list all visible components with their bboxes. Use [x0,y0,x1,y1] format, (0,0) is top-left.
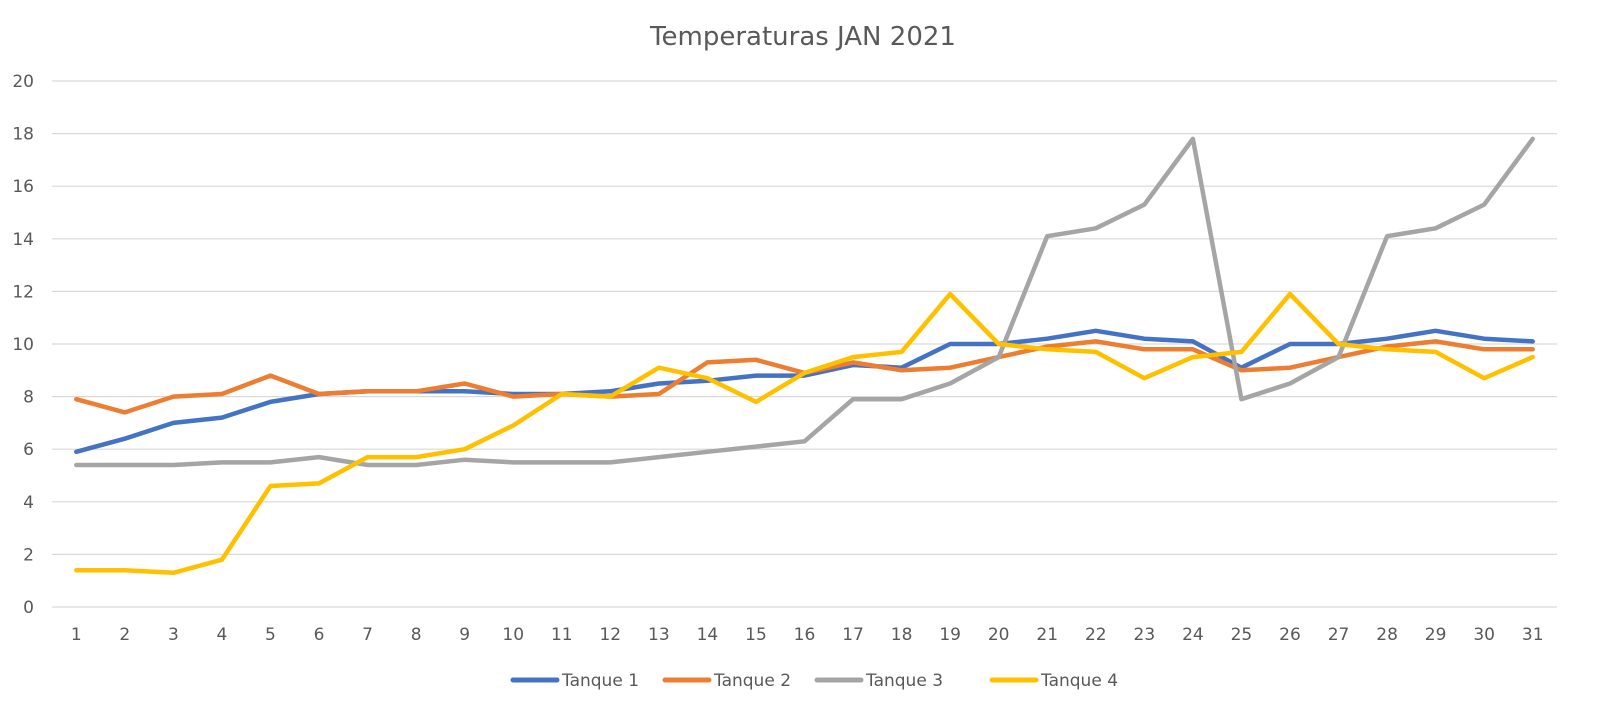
x-tick-label: 26 [1279,625,1301,645]
legend-label: Tanque 1 [561,671,639,691]
legend: Tanque 1 Tanque 2 Tanque 3 Tanque 4 [510,671,1118,691]
x-tick-label: 24 [1182,625,1204,645]
series-line-tanque-3 [74,136,1535,468]
gridlines [52,80,1557,608]
y-tick-label: 18 [12,125,34,145]
y-tick-label: 2 [23,545,34,565]
x-tick-label: 21 [1036,625,1058,645]
series-line-tanque-1 [74,328,1535,455]
x-tick-label: 9 [459,625,470,645]
series-lines [74,136,1535,576]
y-tick-label: 10 [12,335,34,355]
x-tick-label: 6 [314,625,325,645]
series-line-tanque-4 [74,291,1535,576]
legend-label: Tanque 4 [1040,671,1118,691]
y-tick-label: 12 [12,282,34,302]
legend-entry-tanque-1: Tanque 1 [510,671,639,691]
y-tick-label: 6 [23,440,34,460]
x-tick-label: 7 [362,625,373,645]
x-tick-label: 17 [842,625,864,645]
x-axis: 1 2 3 4 5 6 7 8 9 10 11 12 13 14 15 16 17 18 19 20 21 22 23 24 2… [71,625,1544,645]
legend-label: Tanque 2 [713,671,791,691]
x-tick-label: 29 [1425,625,1447,645]
x-tick-label: 11 [551,625,573,645]
y-tick-label: 8 [23,388,34,408]
y-axis: 0 2 4 6 8 10 12 14 16 18 20 [12,72,34,618]
x-tick-label: 25 [1231,625,1253,645]
legend-entry-tanque-2: Tanque 2 [662,671,791,691]
y-tick-label: 0 [23,598,34,618]
x-tick-label: 30 [1473,625,1495,645]
legend-entry-tanque-3: Tanque 3 [814,671,943,691]
x-tick-label: 16 [794,625,816,645]
legend-label: Tanque 3 [865,671,943,691]
x-tick-label: 2 [119,625,130,645]
x-tick-label: 14 [697,625,719,645]
legend-entry-tanque-4: Tanque 4 [989,671,1118,691]
x-tick-label: 31 [1522,625,1544,645]
x-tick-label: 3 [168,625,179,645]
x-tick-label: 15 [745,625,767,645]
x-tick-label: 19 [939,625,961,645]
x-tick-label: 12 [599,625,621,645]
x-tick-label: 28 [1376,625,1398,645]
y-tick-label: 4 [23,493,34,513]
x-tick-label: 18 [891,625,913,645]
x-tick-label: 23 [1134,625,1156,645]
y-tick-label: 20 [12,72,34,92]
x-tick-label: 4 [217,625,228,645]
x-tick-label: 13 [648,625,670,645]
x-tick-label: 22 [1085,625,1107,645]
x-tick-label: 27 [1328,625,1350,645]
x-tick-label: 10 [502,625,524,645]
x-tick-label: 8 [411,625,422,645]
y-tick-label: 14 [12,230,34,250]
x-tick-label: 5 [265,625,276,645]
x-tick-label: 1 [71,625,82,645]
chart-title: Temperaturas JAN 2021 [649,22,956,52]
x-tick-label: 20 [988,625,1010,645]
y-tick-label: 16 [12,177,34,197]
